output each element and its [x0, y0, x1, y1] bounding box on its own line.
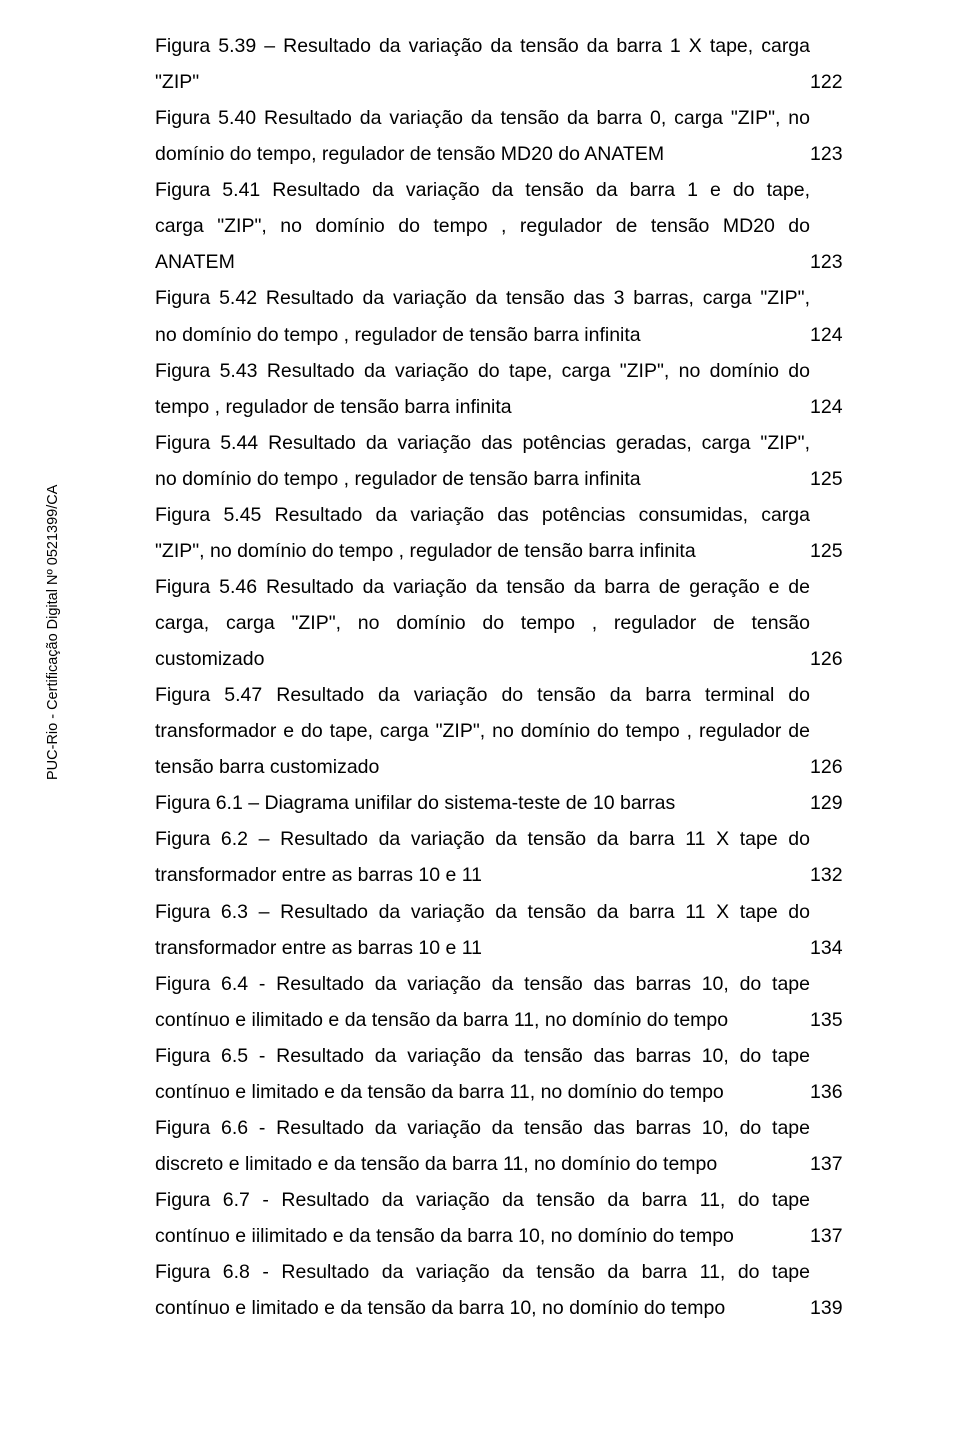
figure-entry-page: 122 [810, 64, 870, 100]
figure-entry-text: Figura 5.45 Resultado da variação das po… [155, 497, 810, 533]
figure-list: Figura 5.39 – Resultado da variação da t… [155, 28, 870, 1326]
figure-entry-line: Figura 6.5 - Resultado da variação da te… [155, 1038, 870, 1074]
figure-entry-line: Figura 5.41 Resultado da variação da ten… [155, 172, 870, 208]
figure-entry-text: "ZIP" [155, 64, 810, 100]
figure-entry-text: no domínio do tempo , regulador de tensã… [155, 317, 810, 353]
figure-entry-text: contínuo e limitado e da tensão da barra… [155, 1074, 810, 1110]
figure-entry-text: Figura 5.47 Resultado da variação do ten… [155, 677, 810, 713]
figure-entry-page: 137 [810, 1146, 870, 1182]
figure-entry-text: carga, carga "ZIP", no domínio do tempo … [155, 605, 810, 641]
figure-entry-line: contínuo e limitado e da tensão da barra… [155, 1074, 870, 1110]
figure-entry-text: Figura 6.4 - Resultado da variação da te… [155, 966, 810, 1002]
figure-entry-line: ANATEM123 [155, 244, 870, 280]
figure-entry-page: 125 [810, 533, 870, 569]
figure-entry-line: discreto e limitado e da tensão da barra… [155, 1146, 870, 1182]
figure-entry-line: contínuo e iilimitado e da tensão da bar… [155, 1218, 870, 1254]
figure-entry-line: no domínio do tempo , regulador de tensã… [155, 461, 870, 497]
figure-entry-text: Figura 5.46 Resultado da variação da ten… [155, 569, 810, 605]
figure-entry-page: 136 [810, 1074, 870, 1110]
figure-entry-page: 129 [810, 785, 870, 821]
figure-entry-text: contínuo e iilimitado e da tensão da bar… [155, 1218, 810, 1254]
figure-entry-line: Figura 5.45 Resultado da variação das po… [155, 497, 870, 533]
figure-entry-text: contínuo e ilimitado e da tensão da barr… [155, 1002, 810, 1038]
figure-entry-line: Figura 6.3 – Resultado da variação da te… [155, 894, 870, 930]
figure-entry-text: Figura 6.6 - Resultado da variação da te… [155, 1110, 810, 1146]
figure-entry-text: no domínio do tempo , regulador de tensã… [155, 461, 810, 497]
figure-entry-page: 126 [810, 641, 870, 677]
figure-entry-text: transformador entre as barras 10 e 11 [155, 857, 810, 893]
figure-entry-line: contínuo e limitado e da tensão da barra… [155, 1290, 870, 1326]
figure-entry-line: Figura 6.7 - Resultado da variação da te… [155, 1182, 870, 1218]
figure-entry-line: Figura 5.39 – Resultado da variação da t… [155, 28, 870, 64]
figure-entry-line: customizado126 [155, 641, 870, 677]
figure-entry-text: discreto e limitado e da tensão da barra… [155, 1146, 810, 1182]
figure-entry-page: 132 [810, 857, 870, 893]
figure-entry-line: Figura 5.47 Resultado da variação do ten… [155, 677, 870, 713]
figure-entry-line: Figura 6.6 - Resultado da variação da te… [155, 1110, 870, 1146]
figure-entry-line: transformador e do tape, carga "ZIP", no… [155, 713, 870, 749]
figure-entry-page: 125 [810, 461, 870, 497]
figure-entry-page: 123 [810, 136, 870, 172]
figure-entry-line: tempo , regulador de tensão barra infini… [155, 389, 870, 425]
figure-entry-line: Figura 5.43 Resultado da variação do tap… [155, 353, 870, 389]
figure-entry-text: tempo , regulador de tensão barra infini… [155, 389, 810, 425]
figure-entry-line: domínio do tempo, regulador de tensão MD… [155, 136, 870, 172]
figure-entry-text: customizado [155, 641, 810, 677]
figure-entry-line: tensão barra customizado126 [155, 749, 870, 785]
figure-entry-text: Figura 6.5 - Resultado da variação da te… [155, 1038, 810, 1074]
figure-entry-text: Figura 6.2 – Resultado da variação da te… [155, 821, 810, 857]
figure-entry-line: no domínio do tempo , regulador de tensã… [155, 317, 870, 353]
figure-entry-text: Figura 5.41 Resultado da variação da ten… [155, 172, 810, 208]
page-container: PUC-Rio - Certificação Digital Nº 052139… [0, 0, 960, 1366]
figure-entry-line: Figura 6.8 - Resultado da variação da te… [155, 1254, 870, 1290]
figure-entry-text: Figura 6.7 - Resultado da variação da te… [155, 1182, 810, 1218]
figure-entry-text: Figura 6.3 – Resultado da variação da te… [155, 894, 810, 930]
figure-entry-line: carga, carga "ZIP", no domínio do tempo … [155, 605, 870, 641]
figure-entry-text: Figura 5.42 Resultado da variação da ten… [155, 280, 810, 316]
figure-entry-text: Figura 5.40 Resultado da variação da ten… [155, 100, 810, 136]
figure-entry-line: Figura 5.42 Resultado da variação da ten… [155, 280, 870, 316]
figure-entry-page: 139 [810, 1290, 870, 1326]
figure-entry-page: 124 [810, 317, 870, 353]
figure-entry-page: 137 [810, 1218, 870, 1254]
figure-entry-line: "ZIP"122 [155, 64, 870, 100]
figure-entry-page: 123 [810, 244, 870, 280]
figure-entry-line: "ZIP", no domínio do tempo , regulador d… [155, 533, 870, 569]
figure-entry-text: carga "ZIP", no domínio do tempo , regul… [155, 208, 810, 244]
figure-entry-text: domínio do tempo, regulador de tensão MD… [155, 136, 810, 172]
figure-entry-text: contínuo e limitado e da tensão da barra… [155, 1290, 810, 1326]
figure-entry-line: Figura 6.4 - Resultado da variação da te… [155, 966, 870, 1002]
figure-entry-text: ANATEM [155, 244, 810, 280]
figure-entry-page: 135 [810, 1002, 870, 1038]
figure-entry-text: Figura 5.43 Resultado da variação do tap… [155, 353, 810, 389]
figure-entry-text: transformador entre as barras 10 e 11 [155, 930, 810, 966]
figure-entry-line: Figura 5.46 Resultado da variação da ten… [155, 569, 870, 605]
side-certification-label: PUC-Rio - Certificação Digital Nº 052139… [40, 485, 67, 780]
figure-entry-line: Figura 6.2 – Resultado da variação da te… [155, 821, 870, 857]
figure-entry-line: contínuo e ilimitado e da tensão da barr… [155, 1002, 870, 1038]
figure-entry-page: 134 [810, 930, 870, 966]
figure-entry-page: 126 [810, 749, 870, 785]
figure-entry-text: tensão barra customizado [155, 749, 810, 785]
figure-entry-line: transformador entre as barras 10 e 11132 [155, 857, 870, 893]
figure-entry-text: transformador e do tape, carga "ZIP", no… [155, 713, 810, 749]
figure-entry-line: Figura 5.40 Resultado da variação da ten… [155, 100, 870, 136]
figure-entry-text: Figura 6.8 - Resultado da variação da te… [155, 1254, 810, 1290]
figure-entry-line: Figura 6.1 – Diagrama unifilar do sistem… [155, 785, 870, 821]
figure-entry-text: "ZIP", no domínio do tempo , regulador d… [155, 533, 810, 569]
figure-entry-page: 124 [810, 389, 870, 425]
figure-entry-text: Figura 5.39 – Resultado da variação da t… [155, 28, 810, 64]
figure-entry-line: Figura 5.44 Resultado da variação das po… [155, 425, 870, 461]
figure-entry-line: carga "ZIP", no domínio do tempo , regul… [155, 208, 870, 244]
figure-entry-text: Figura 6.1 – Diagrama unifilar do sistem… [155, 785, 810, 821]
figure-entry-line: transformador entre as barras 10 e 11134 [155, 930, 870, 966]
figure-entry-text: Figura 5.44 Resultado da variação das po… [155, 425, 810, 461]
